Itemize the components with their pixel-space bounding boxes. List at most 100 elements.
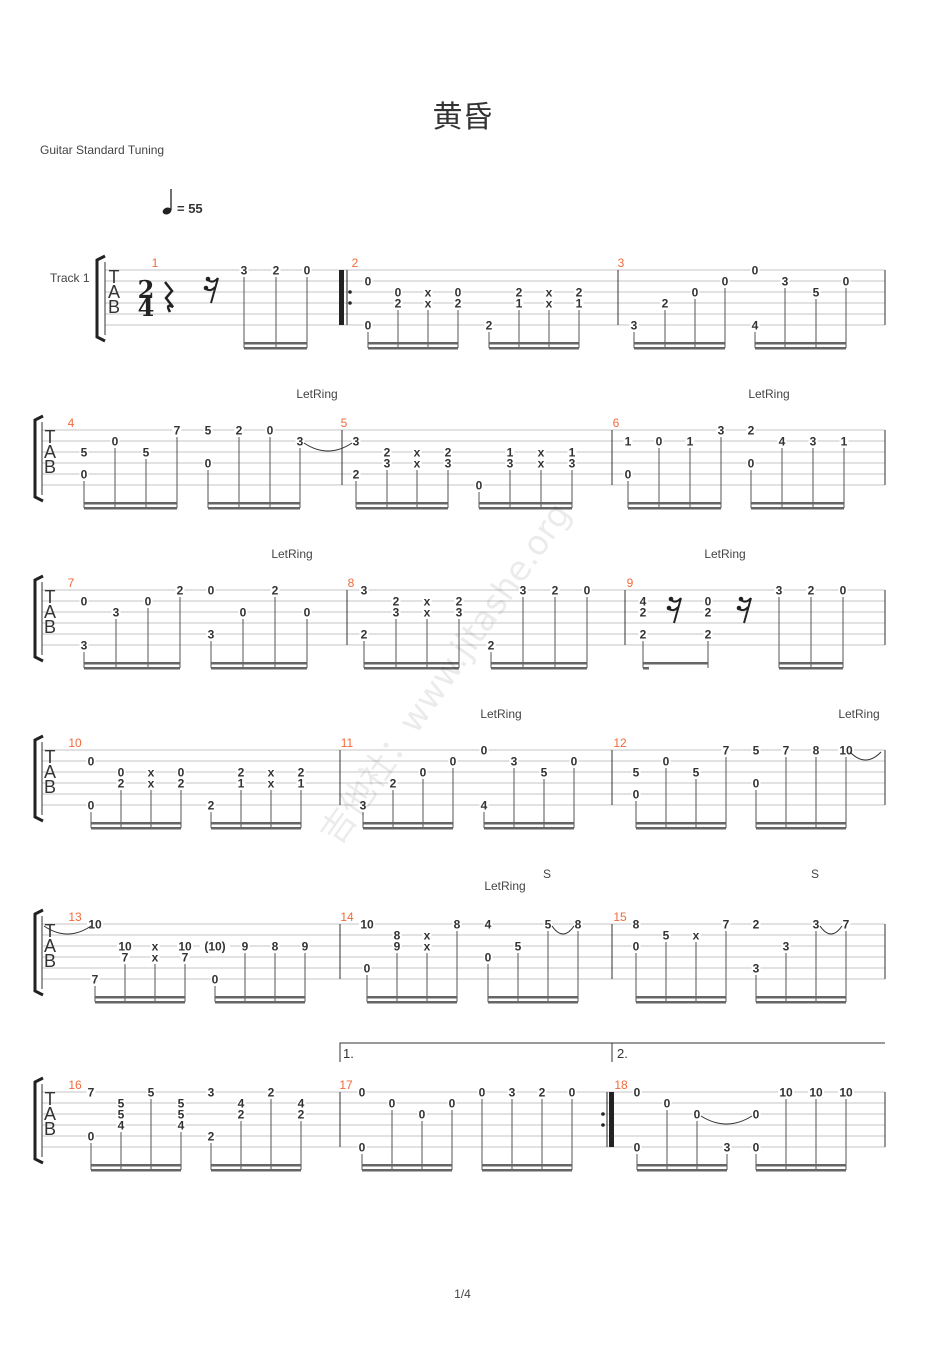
fret-bg [582,585,592,595]
beam [84,667,180,670]
tab-clef-letter: A [44,1104,56,1124]
measure-number: 16 [68,1078,82,1092]
fret-bg [359,919,375,929]
fret-number: x [424,606,431,620]
beam [756,1169,846,1172]
fret-bg [443,447,453,457]
tie-arc [551,925,575,935]
measure-number: 1 [152,256,159,270]
fret-bg [638,607,648,617]
fret-bg [722,1142,732,1152]
fret-number: 0 [304,606,311,620]
fret-bg [567,1087,577,1097]
fret-number: x [414,457,421,471]
fret-number: 2 [273,264,280,278]
fret-number: 10 [839,1086,853,1100]
beam [368,347,458,350]
fret-number: 7 [723,918,730,932]
fret-number: 4 [752,319,759,333]
fret-number: 9 [394,940,401,954]
fret-number: 0 [450,755,457,769]
fret-number: 8 [633,918,640,932]
fret-number: 3 [783,940,790,954]
fret-number: 8 [454,918,461,932]
fret-number: x [152,940,159,954]
fret-number: 0 [748,457,755,471]
fret-bg [206,629,216,639]
fret-number: 0 [365,319,372,333]
fret-bg [175,585,185,595]
fret-bg [479,745,489,755]
fret-bg [177,941,193,951]
fret-number: 3 [297,435,304,449]
measure-number: 13 [68,910,82,924]
fret-bg [86,1131,96,1141]
fret-bg [359,629,369,639]
fret-bg [300,941,310,951]
fret-bg [358,800,368,810]
fret-number: 3 [113,606,120,620]
fret-bg [746,425,756,435]
fret-bg [838,745,854,755]
fret-number: 0 [625,468,632,482]
beam [779,667,843,670]
fret-number: 4 [485,918,492,932]
fret-number: 5 [148,1086,155,1100]
fret-number: x [268,777,275,791]
beam [211,1169,301,1172]
fret-number: 0 [633,788,640,802]
fret-number: 7 [92,973,99,987]
beam [367,996,457,999]
measure-number: 9 [627,576,634,590]
fret-number: 1 [576,297,583,311]
beam [211,827,301,830]
fret-bg [514,287,524,297]
fret-number: x [424,929,431,943]
fret-number: 3 [456,606,463,620]
beam [491,667,587,670]
fret-bg [266,1087,276,1097]
tab-clef-letter: A [44,442,56,462]
fret-bg [141,447,151,457]
fret-bg [569,756,579,766]
fret-number: 2 [208,799,215,813]
fret-bg [720,276,730,286]
fret-bg [116,1120,126,1130]
fret-number: 1 [841,435,848,449]
fret-number: 0 [178,766,185,780]
fret-bg [484,320,494,330]
tie-arc [303,442,353,452]
fret-number: (10) [204,940,225,954]
tab-clef-letter: A [44,762,56,782]
fret-number: 0 [359,1086,366,1100]
time-signature-digit: 4 [138,293,155,322]
fret-bg [116,1098,126,1108]
fret-number: 2 [456,595,463,609]
fret-number: 0 [656,435,663,449]
fret-bg [206,1131,216,1141]
repeat-end-thick-bar [609,1092,614,1147]
fret-number: 0 [752,264,759,278]
fret-bg [691,767,701,777]
fret-bg [574,287,584,297]
fret-bg [176,767,186,777]
fret-bg [781,745,791,755]
fret-bg [266,778,276,788]
fret-bg [266,767,276,777]
measure-number: 6 [613,416,620,430]
fret-bg [422,596,432,606]
page-number: 1/4 [454,1287,471,1301]
fret-bg [811,287,821,297]
fret-number: 2 [298,1108,305,1122]
fret-bg [691,930,701,940]
fret-bg [176,1120,186,1130]
fret-bg [483,919,493,929]
fret-bg [474,480,484,490]
letring-annotation: LetRing [484,879,525,893]
fret-number: 0 [479,1086,486,1100]
fret-number: 1 [507,446,514,460]
tab-clef-letter: T [45,1089,56,1109]
fret-number: x [152,951,159,965]
